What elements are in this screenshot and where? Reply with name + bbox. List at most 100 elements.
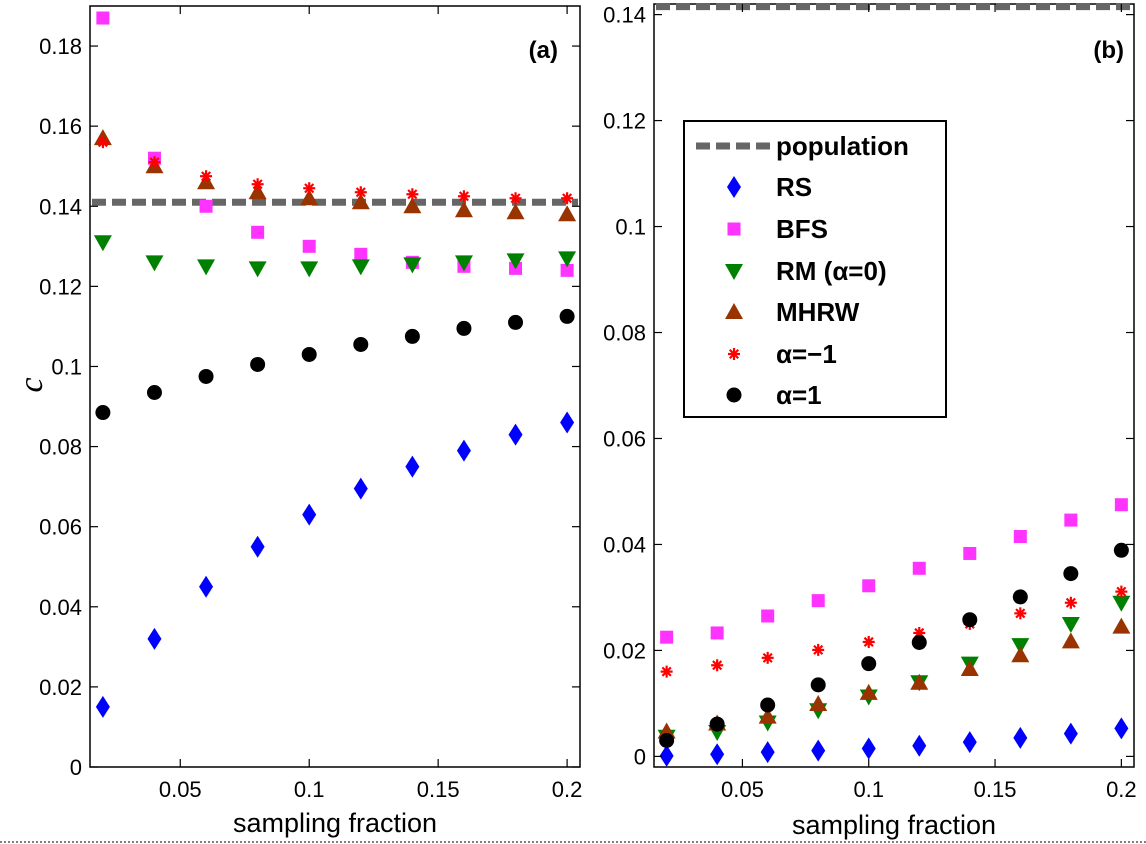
panel-b-point bbox=[711, 659, 724, 672]
panel-a-point bbox=[559, 308, 575, 324]
panel-a-point bbox=[454, 201, 473, 218]
panel-b-point bbox=[1063, 566, 1079, 582]
panel-a-point bbox=[457, 190, 470, 203]
panel-a-ytick-label: 0.14 bbox=[39, 194, 82, 219]
panel-b-point bbox=[912, 734, 927, 757]
panel-b-point bbox=[859, 683, 878, 700]
panel-a-point bbox=[351, 259, 370, 276]
panel-b-label: (b) bbox=[1093, 37, 1124, 64]
panel-b-point bbox=[862, 635, 875, 648]
panel-b-point bbox=[812, 643, 825, 656]
panel-a-ytick-label: 0.18 bbox=[39, 34, 82, 59]
panel-b-point bbox=[761, 609, 775, 623]
panel-a-point bbox=[403, 257, 422, 274]
panel-a-point bbox=[508, 423, 523, 446]
panel-a-label: (a) bbox=[529, 37, 558, 64]
panel-b-point bbox=[809, 694, 828, 711]
panel-a-frame bbox=[89, 5, 581, 768]
panel-a-point bbox=[454, 255, 473, 272]
panel-b-point bbox=[1114, 498, 1128, 512]
panel-a-point bbox=[197, 259, 216, 276]
panel-b-point bbox=[657, 722, 676, 739]
panel-b-ytick-label: 0.02 bbox=[603, 638, 646, 663]
panel-a-point bbox=[251, 225, 265, 239]
panel-a-ytick-label: 0 bbox=[70, 755, 82, 780]
panel-a-ytick-label: 0.12 bbox=[39, 274, 82, 299]
panel-a-point bbox=[560, 263, 574, 277]
panel-b-ytick-label: 0.14 bbox=[603, 3, 646, 28]
panel-a-point bbox=[199, 199, 213, 213]
panel-a-point bbox=[199, 575, 214, 598]
panel-a-point bbox=[95, 695, 110, 718]
panel-a-point bbox=[302, 503, 317, 526]
panel-b-point bbox=[962, 612, 978, 628]
panel-a-point bbox=[508, 314, 524, 330]
panel-b: 0 0.02 0.04 0.06 0.08 0.1 0.12 0.14 0.05 0.1 0.15 0… bbox=[603, 3, 1136, 840]
panel-b-point bbox=[1112, 617, 1131, 634]
panel-b-xtick-label: 0.1 bbox=[853, 777, 884, 802]
panel-b-point bbox=[1064, 596, 1077, 609]
panel-a-point bbox=[148, 156, 161, 169]
panel-b-point bbox=[1112, 595, 1131, 612]
panel-a-point bbox=[248, 183, 267, 200]
panel-a-series-2 bbox=[93, 235, 577, 278]
panel-b-point bbox=[1011, 646, 1030, 663]
panel-a-point bbox=[456, 439, 471, 462]
panel-a-point bbox=[303, 182, 316, 195]
panel-b-point bbox=[811, 594, 825, 608]
panel-b-point bbox=[910, 673, 929, 690]
panel-b-point bbox=[1014, 607, 1027, 620]
panel-b-point bbox=[1061, 616, 1080, 633]
panel-a-point bbox=[403, 197, 422, 214]
panel-b-series-1 bbox=[660, 498, 1128, 644]
legend-rm-label: RM (α=0) bbox=[776, 256, 887, 286]
panel-a-point bbox=[147, 627, 162, 650]
panel-a-point bbox=[506, 253, 525, 270]
panel-b-xtick-label: 0.15 bbox=[974, 777, 1017, 802]
panel-a-point bbox=[351, 193, 370, 210]
panel-b-ytick-label: 0 bbox=[634, 744, 646, 769]
panel-a-point bbox=[561, 192, 574, 205]
panel-a-point bbox=[506, 203, 525, 220]
panel-a-point bbox=[301, 346, 317, 362]
panel-b-point bbox=[960, 659, 979, 676]
panel-a-point bbox=[300, 261, 319, 278]
panel-a-point bbox=[200, 170, 213, 183]
panel-a-point bbox=[251, 178, 264, 191]
panel-a-point bbox=[405, 455, 420, 478]
panel-b-xtick-label: 0.2 bbox=[1106, 777, 1137, 802]
panel-a-series-0 bbox=[95, 411, 575, 718]
panel-b-point bbox=[710, 743, 725, 766]
panel-a-point bbox=[300, 189, 319, 206]
panel-b-point bbox=[1061, 632, 1080, 649]
legend-bfs-label: BFS bbox=[776, 214, 828, 244]
panel-b-point bbox=[811, 739, 826, 762]
panel-a-ytick-label: 0.08 bbox=[39, 435, 82, 460]
panel-a-xtick-label: 0.2 bbox=[552, 777, 583, 802]
panel-a-point bbox=[354, 247, 368, 261]
panel-a-point bbox=[93, 235, 112, 252]
panel-b-ytick-label: 0.06 bbox=[603, 426, 646, 451]
panel-a-point bbox=[509, 192, 522, 205]
panel-b-ytick-label: 0.1 bbox=[615, 215, 646, 240]
panel-b-point bbox=[760, 741, 775, 764]
panel-b-point bbox=[710, 626, 724, 640]
panel-a-ytick-label: 0.1 bbox=[51, 354, 82, 379]
panel-a-ylabel: c bbox=[13, 377, 50, 392]
panel-b-point bbox=[660, 630, 674, 644]
legend-symbol-5 bbox=[726, 387, 742, 403]
panel-a-ytick-label: 0.02 bbox=[39, 675, 82, 700]
panel-a-point bbox=[558, 205, 577, 222]
legend-alpha-neg1-label: α=−1 bbox=[776, 339, 837, 369]
panel-a-series-4 bbox=[96, 136, 574, 205]
panel-a-point bbox=[95, 405, 111, 421]
panel-b-point bbox=[1115, 585, 1128, 598]
panel-b-point bbox=[1113, 542, 1129, 558]
panel-b-point bbox=[810, 677, 826, 693]
panel-b-point bbox=[1011, 638, 1030, 655]
panel-a-point bbox=[456, 320, 472, 336]
panel-a-point bbox=[198, 368, 214, 384]
panel-b-series-5 bbox=[659, 542, 1129, 749]
panel-a-point bbox=[145, 255, 164, 272]
